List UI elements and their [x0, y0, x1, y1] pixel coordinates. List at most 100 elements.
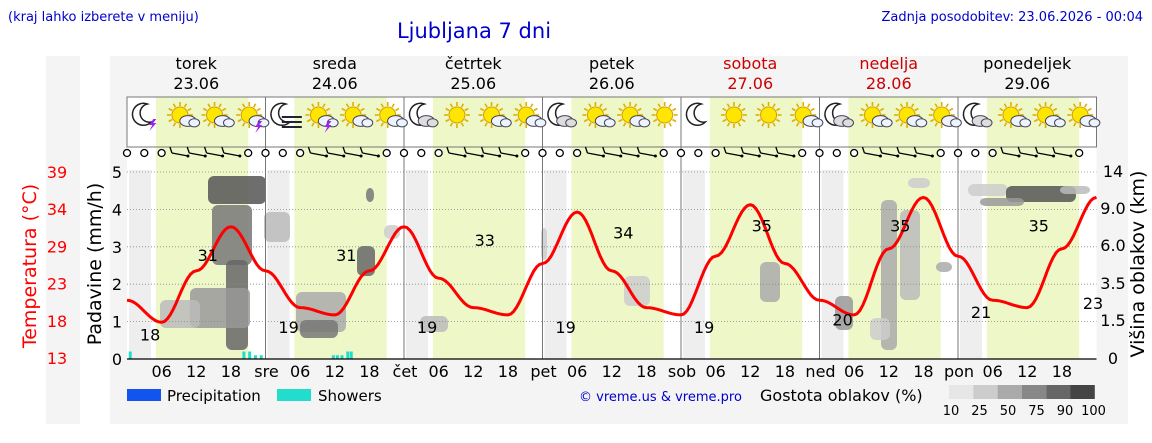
wind-barb [1052, 146, 1056, 154]
sun-ray [311, 103, 315, 108]
wind-calm-mark [382, 148, 391, 158]
sun-cloud-icon [997, 102, 1032, 128]
x-tick-label: 12 [602, 362, 622, 381]
sun-ray [895, 107, 900, 112]
sun-ray [187, 107, 192, 112]
sun-ray [668, 122, 672, 127]
cloud-patch [420, 316, 448, 332]
wind-calm-mark [676, 148, 686, 158]
cloud-patch [300, 320, 338, 338]
wind-barb [362, 152, 379, 157]
sun-ray [860, 107, 866, 112]
wind-barb [359, 154, 363, 158]
wind-barb [307, 146, 312, 154]
sun-cloud-icon [1067, 102, 1101, 128]
sun-ray [311, 122, 315, 127]
wind-calm-mark [521, 148, 530, 158]
wind-barb [636, 154, 640, 158]
sun-ray [518, 122, 523, 127]
x-tick-label: 12 [740, 362, 760, 381]
x-tick-label: 06 [428, 362, 448, 381]
sun-cloud-icon [166, 102, 201, 128]
wind-barb [221, 146, 225, 154]
wind-barb [171, 152, 189, 157]
sun-ray [514, 118, 519, 123]
day-name: ponedeljek [983, 54, 1072, 73]
wind-barb [619, 146, 623, 154]
wind-calm-mark [953, 148, 963, 158]
sun-ray [772, 122, 776, 127]
sun-ray [207, 122, 211, 127]
wind-barb [604, 152, 621, 157]
sun-ray [1052, 107, 1058, 112]
sun-ray [1038, 103, 1042, 108]
precipitation-tick-label: 4 [112, 200, 122, 219]
moon-cloud-icon [962, 102, 993, 128]
cloud-shape [1019, 118, 1032, 128]
sun-ray [949, 107, 954, 112]
update-timestamp: Zadnja posodobitev: 23.06.2026 - 00:04 [881, 10, 1143, 25]
sun-ray [1068, 118, 1073, 123]
day-name: nedelja [859, 54, 918, 73]
x-tick-label: 06 [705, 362, 725, 381]
wind-barb [913, 154, 917, 158]
precipitation-tick-label: 3 [112, 238, 122, 257]
sun-cloud-icon [340, 102, 374, 128]
wind-barb [878, 154, 882, 158]
header-left-note[interactable]: (kraj lahko izberete v meniju) [8, 10, 199, 25]
sun-ray [256, 107, 261, 112]
day-date: 24.06 [312, 74, 358, 93]
wind-barb [896, 146, 900, 154]
sun-ray [498, 107, 504, 112]
wind-barb [310, 152, 327, 157]
cloud-shape [603, 118, 616, 128]
x-tick-label: 06 [290, 362, 310, 381]
wind-calm-mark [278, 148, 287, 158]
cloud-height-tick-label: 6.0 [1100, 236, 1125, 255]
sun-cloud-icon [478, 102, 512, 128]
credit-link[interactable]: © vreme.us & vreme.pro [579, 390, 742, 405]
temperature-tick-label: 29 [47, 237, 67, 256]
legend-showers-swatch [277, 389, 311, 401]
cloud-shape [1053, 118, 1066, 128]
sun-ray [168, 118, 173, 123]
night-shade [960, 170, 982, 359]
precipitation-tick-label: 2 [112, 275, 122, 294]
wind-barb [327, 152, 344, 157]
x-tick-label: 06 [151, 362, 171, 381]
sun-ray [795, 122, 800, 127]
sun-ray [899, 122, 904, 127]
cloud-shape [565, 118, 578, 128]
sun-ray [910, 103, 915, 108]
sun-ray [1014, 103, 1019, 108]
wind-barb [206, 152, 223, 157]
shower-bars [128, 351, 353, 359]
weather-icons-row [131, 102, 1101, 133]
cloud-patch [900, 210, 920, 300]
sun-ray [237, 118, 242, 123]
wind-barb [1017, 146, 1021, 154]
sun-ray [806, 103, 811, 108]
wind-barb [221, 154, 225, 158]
wind-barb [186, 154, 190, 158]
wind-barb [775, 154, 779, 158]
sun-ray [876, 103, 880, 108]
density-tick-label: 75 [1028, 404, 1045, 419]
density-tick-label: 50 [1000, 404, 1017, 419]
sun-ray [460, 103, 465, 108]
sun-ray [914, 107, 919, 112]
day-date: 23.06 [173, 74, 219, 93]
temperature-max-label: 34 [613, 224, 633, 243]
temperature-line [126, 195, 1097, 324]
precipitation-axis-title: Padavine (mm/h) [84, 183, 106, 346]
temperature-min-label: 18 [140, 325, 160, 344]
sun-cloud-icon [617, 102, 651, 128]
wind-barb [189, 152, 206, 157]
sun-cloud-icon [894, 102, 928, 128]
daylight-band [709, 97, 803, 359]
cloud-height-tick-label: 1.5 [1100, 311, 1125, 330]
day-name: petek [589, 54, 635, 73]
x-tick-label: 18 [221, 362, 241, 381]
wind-barb [203, 146, 208, 154]
sun-ray [756, 118, 762, 123]
